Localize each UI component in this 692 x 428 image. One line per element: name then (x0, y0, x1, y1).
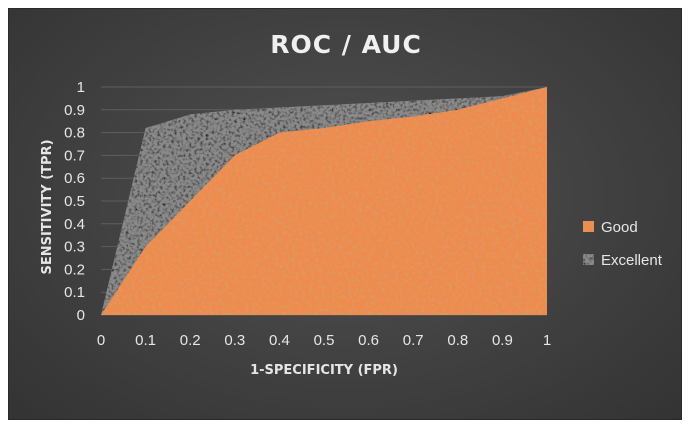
y-axis-title: SENSITIVITY (TPR) (40, 139, 55, 274)
y-tick-label-2: 0.2 (64, 261, 85, 278)
y-tick-label-7: 0.7 (64, 147, 85, 164)
chart-frame: ROC / AUC 0 0.1 0.2 0.3 0.4 0.5 0.6 0.7 0.8 0.9 1 … (8, 8, 682, 420)
x-tick-label-2: 0.2 (180, 332, 201, 349)
x-tick-label-7: 0.7 (403, 332, 424, 349)
x-axis-tick-labels: 0 0.1 0.2 0.3 0.4 0.5 0.6 0.7 0.8 0.9 1 (97, 332, 551, 349)
y-tick-label-0: 0 (77, 307, 85, 324)
area-good (101, 87, 547, 315)
y-tick-label-4: 0.4 (64, 216, 85, 233)
x-tick-label-0: 0 (97, 332, 105, 349)
legend-swatch-good (583, 221, 594, 232)
y-tick-label-8: 0.8 (64, 125, 85, 142)
legend-swatch-excellent (583, 254, 594, 265)
x-tick-label-10: 1 (543, 332, 551, 349)
x-tick-label-9: 0.9 (492, 332, 513, 349)
legend: Good Excellent (583, 219, 663, 269)
y-tick-label-10: 1 (77, 79, 85, 96)
y-tick-label-3: 0.3 (64, 239, 85, 256)
y-tick-label-5: 0.5 (64, 193, 85, 210)
legend-label-good: Good (601, 219, 638, 236)
x-tick-label-8: 0.8 (447, 332, 468, 349)
plot-areas (101, 87, 547, 315)
y-tick-label-1: 0.1 (64, 284, 85, 301)
chart-title: ROC / AUC (270, 30, 422, 59)
y-axis-tick-labels: 0 0.1 0.2 0.3 0.4 0.5 0.6 0.7 0.8 0.9 1 (64, 79, 85, 324)
legend-label-excellent: Excellent (601, 252, 663, 269)
x-tick-label-6: 0.6 (358, 332, 379, 349)
y-tick-label-9: 0.9 (64, 102, 85, 119)
y-tick-label-6: 0.6 (64, 170, 85, 187)
x-tick-label-1: 0.1 (135, 332, 156, 349)
x-axis-title: 1-SPECIFICITY (FPR) (250, 363, 398, 378)
roc-chart: ROC / AUC 0 0.1 0.2 0.3 0.4 0.5 0.6 0.7 0.8 0.9 1 … (40, 30, 663, 378)
x-tick-label-5: 0.5 (314, 332, 335, 349)
x-tick-label-4: 0.4 (269, 332, 290, 349)
x-tick-label-3: 0.3 (224, 332, 245, 349)
